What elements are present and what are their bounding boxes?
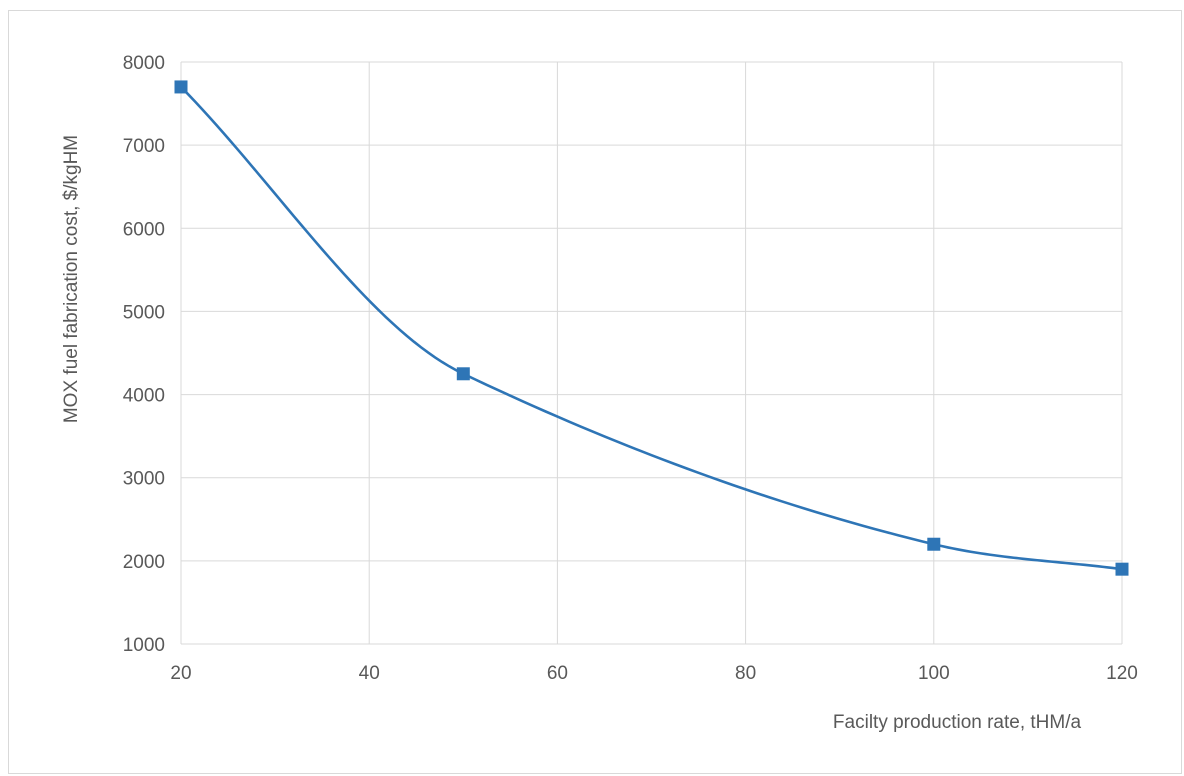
y-tick-label: 7000 xyxy=(123,136,165,157)
series-line xyxy=(180,86,1123,571)
x-tick-label: 80 xyxy=(735,663,756,684)
y-tick-label: 5000 xyxy=(123,302,165,323)
y-tick-label: 4000 xyxy=(123,386,165,407)
gridlines xyxy=(180,61,1123,645)
x-tick-label: 20 xyxy=(170,663,191,684)
x-tick-label: 40 xyxy=(359,663,380,684)
y-tick-label: 6000 xyxy=(123,219,165,240)
series-layer xyxy=(174,80,1129,576)
y-tick-label: 1000 xyxy=(123,635,165,656)
data-point-marker xyxy=(927,537,941,551)
x-tick-label: 60 xyxy=(547,663,568,684)
y-tick-label: 2000 xyxy=(123,552,165,573)
x-tick-label: 120 xyxy=(1106,663,1138,684)
data-point-marker xyxy=(1115,562,1129,576)
y-axis-title: MOX fuel fabrication cost, $/kgHM xyxy=(61,135,82,423)
y-tick-label: 8000 xyxy=(123,53,165,74)
data-point-marker xyxy=(174,80,188,94)
chart-frame xyxy=(8,10,1182,774)
y-tick-label: 3000 xyxy=(123,469,165,490)
tick-labels: 1000 2000 3000 4000 5000 6000 7000 8000 20 40 60 80… xyxy=(123,53,1138,684)
x-axis-title: Facilty production rate, tHM/a xyxy=(833,712,1082,733)
x-tick-label: 100 xyxy=(918,663,950,684)
data-point-marker xyxy=(456,367,470,381)
